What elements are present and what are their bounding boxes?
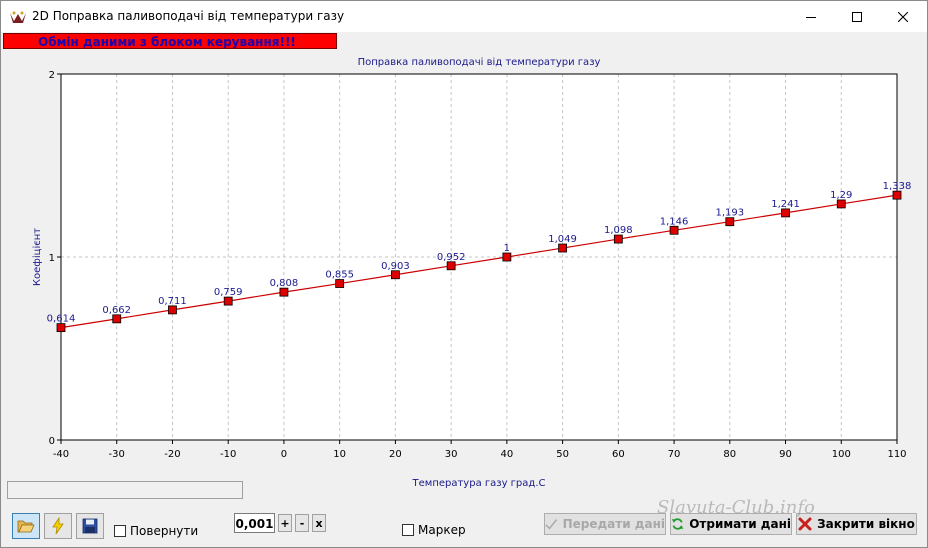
data-point <box>446 261 456 271</box>
marker-label: Маркер <box>418 523 466 537</box>
watermark: Slavuta-Club.info <box>657 497 815 518</box>
chart-title: Поправка паливоподачі від температури га… <box>358 56 601 68</box>
close-window-action-button[interactable]: Закрити вікно <box>796 513 917 535</box>
x-tick-label: -40 <box>53 449 69 460</box>
data-point <box>836 199 846 209</box>
x-tick-label: 110 <box>887 449 906 460</box>
maximize-button[interactable] <box>834 1 880 32</box>
step-value-input[interactable]: 0,001 <box>234 513 275 533</box>
data-label: 0,759 <box>214 287 243 298</box>
marker-checkbox-box[interactable] <box>402 524 414 536</box>
checkmark-icon <box>545 519 558 530</box>
multiply-button[interactable]: x <box>312 514 326 532</box>
data-label: 1,098 <box>604 225 633 236</box>
data-label: 1,338 <box>883 181 912 192</box>
floppy-disk-icon <box>82 518 98 534</box>
data-point <box>168 305 177 315</box>
data-label: 1 <box>504 243 510 254</box>
title-bar: 2D Поправка паливоподачі від температури… <box>1 1 927 32</box>
decrement-button[interactable]: - <box>295 514 309 532</box>
x-tick-label: 80 <box>723 449 736 460</box>
x-tick-label: -20 <box>164 449 180 460</box>
x-axis-label: Температура газу град.С <box>412 478 546 489</box>
data-label: 1,241 <box>771 199 800 210</box>
data-point <box>613 234 623 244</box>
chart[interactable]: Поправка паливоподачі від температури га… <box>1 51 927 491</box>
close-window-label: Закрити вікно <box>817 517 915 531</box>
receive-data-button[interactable]: Отримати дані <box>670 513 792 535</box>
marker-checkbox[interactable]: Маркер <box>402 523 466 537</box>
x-tick-label: 50 <box>556 449 569 460</box>
rotate-label: Повернути <box>130 524 199 538</box>
data-point <box>502 252 512 262</box>
x-tick-label: 0 <box>281 449 287 460</box>
maximize-icon <box>852 11 862 22</box>
minimize-button[interactable] <box>788 1 834 32</box>
x-tick-label: 70 <box>668 449 681 460</box>
data-label: 1,29 <box>830 190 852 201</box>
receive-data-label: Отримати дані <box>689 517 791 531</box>
y-tick-label: 0 <box>49 436 55 447</box>
data-point <box>669 225 679 235</box>
data-point <box>781 208 790 218</box>
increment-button[interactable]: + <box>278 514 292 532</box>
flash-write-button[interactable] <box>44 513 72 539</box>
data-point <box>223 296 233 306</box>
rotate-checkbox[interactable]: Повернути <box>114 524 198 538</box>
data-point <box>892 190 902 200</box>
send-data-label: Передати дані <box>562 517 665 531</box>
data-point <box>725 217 735 227</box>
bottom-toolbar: Повернути 0,001 + - x Маркер Передати да… <box>1 509 927 547</box>
x-tick-label: 60 <box>612 449 625 460</box>
data-point <box>335 279 345 288</box>
x-tick-label: 20 <box>389 449 402 460</box>
rotate-checkbox-box[interactable] <box>114 525 126 537</box>
status-field <box>7 481 243 499</box>
data-label: 0,808 <box>270 278 299 289</box>
data-label: 0,903 <box>381 261 410 272</box>
red-x-icon <box>798 517 812 531</box>
minimize-icon <box>806 16 816 18</box>
data-point <box>56 323 66 333</box>
y-tick-label: 2 <box>49 70 55 81</box>
chart-canvas[interactable]: Поправка паливоподачі від температури га… <box>1 51 927 491</box>
data-label: 1,049 <box>548 234 577 245</box>
send-data-button[interactable]: Передати дані <box>544 513 666 535</box>
x-tick-label: 90 <box>779 449 792 460</box>
folder-open-icon <box>17 520 35 533</box>
x-tick-label: -30 <box>109 449 125 460</box>
x-tick-label: 100 <box>832 449 851 460</box>
data-label: 1,193 <box>715 208 744 219</box>
refresh-icon <box>671 518 684 530</box>
data-point <box>279 287 289 297</box>
x-tick-label: -10 <box>220 449 236 460</box>
open-file-button[interactable] <box>12 513 40 539</box>
window-title: 2D Поправка паливоподачі від температури… <box>32 9 345 23</box>
data-label: 0,711 <box>158 296 187 307</box>
series-line <box>60 194 898 329</box>
data-point <box>558 243 567 253</box>
save-button[interactable] <box>76 513 104 539</box>
data-label: 0,952 <box>437 252 466 263</box>
x-tick-label: 30 <box>445 449 458 460</box>
y-tick-label: 1 <box>49 253 55 264</box>
data-point <box>390 270 400 280</box>
data-label: 1,146 <box>660 216 689 227</box>
status-banner: Обмін даними з блоком керування!!! <box>3 33 337 49</box>
data-label: 0,614 <box>47 314 76 325</box>
close-icon <box>898 11 908 22</box>
y-axis-label: Коефіцієнт <box>31 228 43 286</box>
data-label: 0,855 <box>325 270 354 281</box>
lightning-icon <box>52 517 64 535</box>
app-logo-icon <box>9 9 27 23</box>
x-tick-label: 10 <box>333 449 346 460</box>
x-tick-label: 40 <box>500 449 513 460</box>
close-window-button[interactable] <box>880 1 926 32</box>
data-point <box>112 314 122 324</box>
data-label: 0,662 <box>102 305 131 316</box>
